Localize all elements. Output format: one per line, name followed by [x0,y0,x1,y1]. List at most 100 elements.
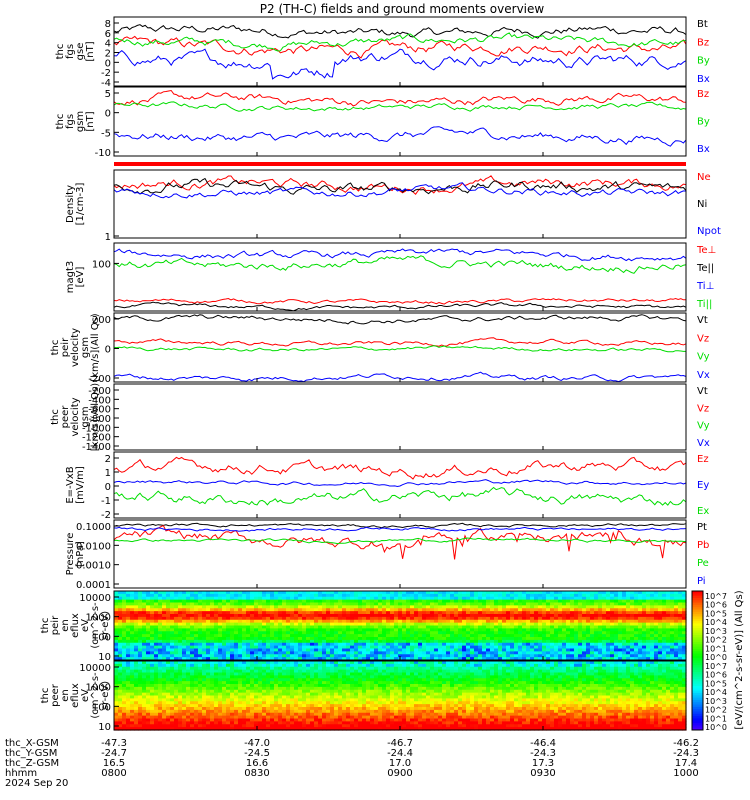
spectrogram-cell [414,654,419,658]
spectrogram-cell [334,654,339,658]
spectrogram-cell [178,648,183,652]
spectrogram-cell [542,628,547,632]
spectrogram-cell [630,634,635,638]
spectrogram-cell [122,712,127,717]
spectrogram-cell [290,672,295,676]
spectrogram-cell [258,596,263,601]
y-tick-label: 6 [105,29,111,40]
spectrogram-cell [314,698,319,702]
spectrogram-cell [214,666,219,671]
spectrogram-cell [482,642,487,647]
spectrogram-cell [190,661,195,665]
spectrogram-cell [386,654,391,658]
spectrogram-cell [230,657,235,661]
spectrogram-cell [318,654,323,658]
spectrogram-cell [294,605,299,609]
spectrogram-cell [302,622,307,627]
spectrogram-cell [282,637,287,641]
spectrogram-cell [562,616,567,621]
spectrogram-cell [418,599,423,604]
spectrogram-cell [326,709,331,714]
spectrogram-cell [398,642,403,647]
spectrogram-cell [578,605,583,609]
spectrogram-cell [526,602,531,606]
spectrogram-cell [226,657,231,661]
spectrogram-cell [394,616,399,621]
spectrogram-cell [490,642,495,647]
spectrogram-cell [294,619,299,624]
spectrogram-cell [270,625,275,629]
spectrogram-cell [258,684,263,688]
spectrogram-cell [490,619,495,624]
spectrogram-cell [626,645,631,650]
spectrogram-cell [214,637,219,641]
spectrogram-cell [214,686,219,691]
spectrogram-cell [154,695,159,699]
spectrogram-cell [630,637,635,641]
spectrogram-cell [502,608,507,612]
spectrogram-cell [530,634,535,638]
spectrogram-cell [214,721,219,725]
spectrogram-cell [118,724,123,728]
spectrogram-cell [470,651,475,655]
spectrogram-cell [142,614,147,618]
spectrogram-cell [158,599,163,604]
spectrogram-cell [414,645,419,650]
spectrogram-cell [534,619,539,624]
spectrogram-cell [366,654,371,658]
spectrogram-cell [262,712,267,717]
spectrogram-cell [542,631,547,635]
spectrogram-cell [166,692,171,697]
spectrogram-cell [350,642,355,647]
spectrogram-cell [182,701,187,705]
spectrogram-cell [362,637,367,641]
spectrogram-cell [470,608,475,612]
spectrogram-cell [358,622,363,627]
spectrogram-cell [262,657,267,661]
spectrogram-cell [534,599,539,604]
spectrogram-cell [422,593,427,598]
spectrogram-cell [450,596,455,601]
spectrogram-cell [222,619,227,624]
spectrogram-cell [142,666,147,671]
spectrogram-cell [526,619,531,624]
spectrogram-cell [198,727,203,731]
spectrogram-cell [586,619,591,624]
spectrogram-cell [590,605,595,609]
spectrogram-cell [674,608,679,612]
spectrogram-cell [130,593,135,598]
spectrogram-cell [190,678,195,682]
spectrogram-cell [194,639,199,644]
spectrogram-cell [122,669,127,674]
spectrogram-cell [310,701,315,705]
spectrogram-cell [314,724,319,728]
spectrogram-cell [614,608,619,612]
spectrogram-cell [318,599,323,604]
spectrogram-cell [170,686,175,691]
spectrogram-cell [222,701,227,705]
spectrogram-cell [622,631,627,635]
spectrogram-cell [338,593,343,598]
spectrogram-cell [126,605,131,609]
spectrogram-cell [478,648,483,652]
spectrogram-cell [174,614,179,618]
spectrogram-cell [626,611,631,615]
spectrogram-cell [598,628,603,632]
series-line-Pi [113,526,687,532]
spectrogram-cell [138,654,143,658]
spectrogram-cell [490,616,495,621]
spectrogram-cell [270,651,275,655]
spectrogram-cell [286,695,291,699]
spectrogram-cell [450,622,455,627]
spectrogram-cell [342,637,347,641]
spectrogram-cell [510,619,515,624]
spectrogram-cell [190,616,195,621]
spectrogram-cell [246,622,251,627]
spectrogram-cell [482,622,487,627]
spectrogram-cell [498,593,503,598]
spectrogram-cell [554,591,559,595]
spectrogram-cell [114,712,119,717]
spectrogram-cell [306,611,311,615]
spectrogram-cell [490,622,495,627]
spectrogram-cell [378,614,383,618]
